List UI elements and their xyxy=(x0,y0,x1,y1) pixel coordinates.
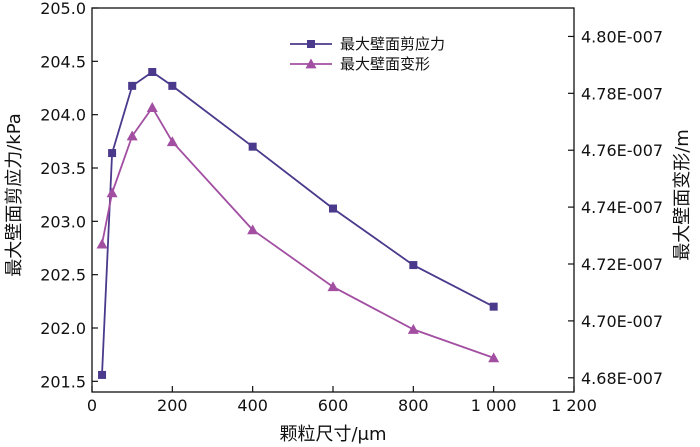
plot-frame xyxy=(91,7,575,393)
y-axis-left-title: 最大壁面剪应力/kPa xyxy=(4,113,25,277)
y-left-tick-label: 203.0 xyxy=(40,212,86,231)
series-2-point xyxy=(166,136,178,147)
y-right-tick-label: 4.74E-007 xyxy=(581,198,663,217)
series-1-point xyxy=(108,149,117,158)
y-left-tick-label: 203.5 xyxy=(40,159,86,178)
series-1-line xyxy=(101,70,495,375)
legend-label-2: 最大壁面变形 xyxy=(340,55,430,73)
series-1-point xyxy=(248,142,257,151)
series-2-point xyxy=(126,130,138,141)
series-2-point xyxy=(96,238,108,249)
x-tick-label: 600 xyxy=(318,396,349,415)
series-1-point xyxy=(98,370,107,379)
legend-label-1: 最大壁面剪应力 xyxy=(340,35,445,53)
series-2-point xyxy=(327,281,339,292)
x-tick-label: 1 200 xyxy=(551,396,597,415)
series-1-point xyxy=(409,261,418,270)
y-right-tick-label: 4.72E-007 xyxy=(581,255,663,274)
x-tick-label: 1 000 xyxy=(471,396,517,415)
x-tick-label: 200 xyxy=(157,396,188,415)
y-right-tick-label: 4.70E-007 xyxy=(581,312,663,331)
series-2-point xyxy=(247,224,259,235)
x-tick-label: 400 xyxy=(237,396,268,415)
y-right-tick-label: 4.76E-007 xyxy=(581,141,663,160)
series-layer xyxy=(96,68,500,379)
series-1-point xyxy=(148,68,157,76)
series-2-point xyxy=(106,187,118,198)
series-2-point xyxy=(488,352,500,363)
series-1-point xyxy=(128,81,137,90)
series-1-point xyxy=(329,204,337,213)
series-1-point xyxy=(168,81,177,90)
series-2-point xyxy=(146,102,158,112)
y-axis-right-title: 最大壁面变形/m xyxy=(672,129,693,261)
x-tick-label: 800 xyxy=(398,396,429,415)
legend-marker-1 xyxy=(307,40,315,48)
ticks-layer: 0 200 400 600 800 1 000 1 200 201.5 202.0 202.5 20… xyxy=(40,0,663,415)
series-1-point xyxy=(489,302,498,311)
plot-border xyxy=(91,7,575,393)
series-2-line xyxy=(101,105,495,359)
y-left-tick-label: 204.0 xyxy=(40,106,86,125)
y-right-tick-label: 4.68E-007 xyxy=(581,369,663,388)
x-axis-title: 颗粒尺寸/μm xyxy=(279,424,386,445)
x-tick-label: 0 xyxy=(87,396,97,415)
legend-marker-2 xyxy=(305,58,317,69)
y-left-tick-label: 202.0 xyxy=(40,319,86,338)
y-left-tick-label: 205.0 xyxy=(40,0,86,18)
y-left-tick-label: 202.5 xyxy=(40,266,86,285)
y-right-tick-label: 4.78E-007 xyxy=(581,84,663,103)
y-left-tick-label: 201.5 xyxy=(40,372,86,391)
y-left-tick-label: 204.5 xyxy=(40,52,86,71)
y-right-tick-label: 4.80E-007 xyxy=(581,27,663,46)
series-2-point xyxy=(407,323,419,334)
